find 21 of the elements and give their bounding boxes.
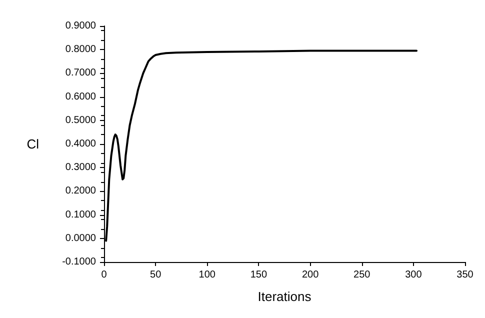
y-tick-label: 0.4000 [65,138,96,150]
y-tick-label: 0.9000 [65,20,96,32]
x-tick-label: 150 [250,270,268,280]
y-axis-title: Cl [26,136,40,152]
x-tick-label: 200 [302,270,320,280]
x-tick-label: 350 [456,270,474,280]
y-tick-label: 0.6000 [65,91,96,102]
y-tick-label: 0.5000 [65,114,96,126]
y-tick-label: 0.0000 [65,232,96,244]
y-tick-label: 0.3000 [65,162,96,174]
x-tick-label: 300 [405,270,422,280]
y-tick-label: 0.2000 [65,186,96,197]
y-tick-label: 0.1000 [65,209,96,220]
y-tick-label: -0.1000 [62,256,96,268]
x-tick-label: 50 [150,270,162,280]
y-tick-label: 0.8000 [65,44,96,56]
x-tick-label: 0 [101,270,108,280]
y-tick-label: 0.7000 [65,68,96,79]
x-tick-label: 250 [354,270,371,280]
x-tick-label: 100 [198,270,216,280]
x-axis-title: Iterations [258,289,312,304]
